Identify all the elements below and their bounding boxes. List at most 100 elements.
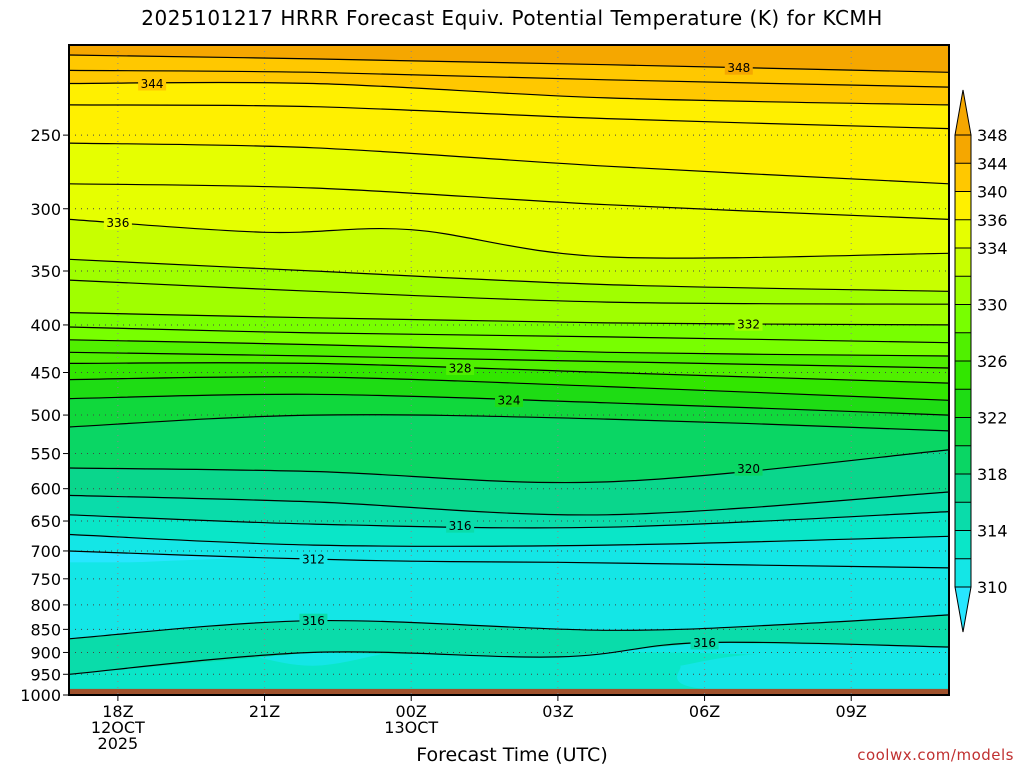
contour-329-12 xyxy=(69,351,949,369)
contour-324-15 xyxy=(69,393,949,416)
contour-label-316-19: 316 xyxy=(446,518,475,533)
contour-label-text: 316 xyxy=(449,519,472,533)
colorbar-swatch-348 xyxy=(955,135,971,164)
y-tick-label-350: 350 xyxy=(30,262,61,281)
contour-342-3 xyxy=(69,104,949,130)
contour-331-10 xyxy=(69,326,949,344)
colorbar-swatch-332 xyxy=(955,276,971,305)
surface-fill xyxy=(69,688,949,695)
x-tick-label-30-0: 06Z xyxy=(689,702,720,721)
contour-330-11 xyxy=(69,339,949,357)
contour-334-7 xyxy=(69,258,949,292)
contour-316-23 xyxy=(69,641,949,675)
contour-346-1 xyxy=(69,69,949,88)
colorbar-swatch-316 xyxy=(955,502,971,531)
contour-label-324-15: 324 xyxy=(495,392,523,407)
contour-318-18 xyxy=(69,491,949,516)
contour-label-bg xyxy=(495,392,523,407)
contour-316-19 xyxy=(69,511,949,529)
contour-340-4 xyxy=(69,142,949,185)
y-tick-label-900: 900 xyxy=(30,643,61,662)
y-tick-label-850: 850 xyxy=(30,620,61,639)
contour-label-bg xyxy=(299,551,328,566)
colorbar-label-310: 310 xyxy=(977,578,1008,597)
colorbar-label-326: 326 xyxy=(977,352,1008,371)
y-tick-label-250: 250 xyxy=(30,126,61,145)
contour-label-text: 348 xyxy=(727,61,750,75)
contour-label-text: 336 xyxy=(106,216,129,230)
contour-label-320-17: 320 xyxy=(734,461,763,476)
contour-label-348-0: 348 xyxy=(724,60,753,75)
plot-frame xyxy=(68,44,950,696)
colorbar-swatch-324 xyxy=(955,389,971,418)
y-tick-label-500: 500 xyxy=(30,406,61,425)
colorbar-swatch-334 xyxy=(955,248,971,277)
contour-label-bg xyxy=(103,215,132,230)
y-axis: 250 300 350 400 450 500 550 600 650 700 750 800 850 9… xyxy=(20,126,69,705)
colorbar-swatch-318 xyxy=(955,474,971,503)
region-312-3 xyxy=(677,654,949,692)
contour-322-16 xyxy=(69,414,949,432)
colorbar-label-314: 314 xyxy=(977,522,1008,541)
y-tick-label-400: 400 xyxy=(30,316,61,335)
heatmap-fill xyxy=(69,45,949,695)
y-tick-label-550: 550 xyxy=(30,445,61,464)
colorbar-swatch-320 xyxy=(955,445,971,475)
contour-label-312-21: 312 xyxy=(299,551,328,566)
contour-label-bg xyxy=(299,613,328,628)
colorbar-swatch-344 xyxy=(955,163,971,192)
contours: 348 344 336 332 328 324 320 316 312 316 316 xyxy=(69,54,949,675)
contour-label-332-9: 332 xyxy=(734,316,763,331)
contour-label-344-2: 344 xyxy=(138,76,167,91)
contour-316-22 xyxy=(69,614,949,640)
x-tick-label-21-0: 21Z xyxy=(249,702,280,721)
contour-label-336-6: 336 xyxy=(103,215,132,230)
x-tick-label-18-1: 12OCT xyxy=(91,718,145,737)
contour-label-text: 332 xyxy=(737,317,760,331)
x-tick-label-27-0: 03Z xyxy=(542,702,573,721)
contour-label-bg xyxy=(446,518,475,533)
contour-348-0 xyxy=(69,54,949,73)
colorbar-swatch-326 xyxy=(955,361,971,390)
y-tick-label-650: 650 xyxy=(30,512,61,531)
x-tick-label-24-0: 00Z xyxy=(396,702,427,721)
colorbar-label-330: 330 xyxy=(977,296,1008,315)
contour-333-8 xyxy=(69,279,949,305)
contour-label-bg xyxy=(446,360,475,375)
contour-332-9 xyxy=(69,312,949,326)
colorbar-arrow-top xyxy=(954,89,972,136)
contour-314-20 xyxy=(69,533,949,547)
colorbar-label-322: 322 xyxy=(977,409,1008,428)
contour-label-316-22: 316 xyxy=(299,613,328,628)
contour-label-text: 312 xyxy=(302,552,325,566)
contour-label-text: 324 xyxy=(498,393,521,407)
x-axis-label: Forecast Time (UTC) xyxy=(416,744,608,766)
colorbar-swatch-322 xyxy=(955,417,971,447)
colorbar-swatch-330 xyxy=(955,304,971,334)
contour-label-text: 328 xyxy=(449,361,472,375)
contour-338-5 xyxy=(69,183,949,220)
colorbar-swatch-314 xyxy=(955,530,971,560)
contour-label-bg xyxy=(734,316,763,331)
contour-label-bg xyxy=(690,635,719,650)
y-tick-label-300: 300 xyxy=(30,200,61,219)
colorbar-swatch-340 xyxy=(955,191,971,221)
contour-label-bg xyxy=(734,461,763,476)
colorbar-label-344: 344 xyxy=(977,154,1008,173)
contour-label-316-23: 316 xyxy=(690,635,719,650)
contour-label-bg xyxy=(724,60,753,75)
contour-label-text: 320 xyxy=(737,462,760,476)
contour-label-text: 316 xyxy=(302,614,325,628)
y-tick-label-1000: 1000 xyxy=(20,686,61,705)
contour-312-21 xyxy=(69,550,949,569)
colorbar-swatch-336 xyxy=(955,219,971,249)
contour-328-13 xyxy=(69,362,949,384)
y-tick-label-600: 600 xyxy=(30,480,61,499)
y-tick-label-950: 950 xyxy=(30,665,61,684)
y-tick-label-800: 800 xyxy=(30,596,61,615)
contour-label-text: 344 xyxy=(141,77,164,91)
colorbar-label-318: 318 xyxy=(977,465,1008,484)
y-tick-label-450: 450 xyxy=(30,364,61,383)
